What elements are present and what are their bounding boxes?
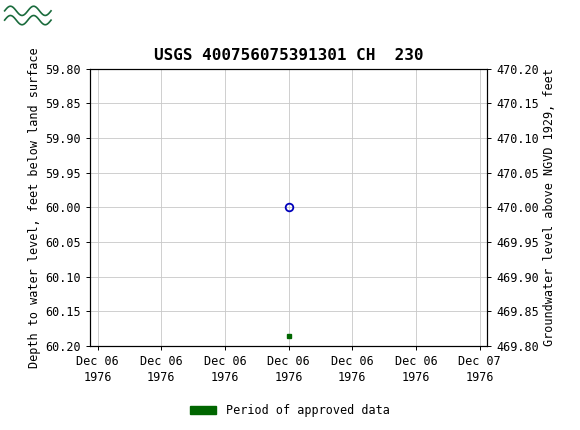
Y-axis label: Groundwater level above NGVD 1929, feet: Groundwater level above NGVD 1929, feet — [543, 68, 556, 347]
Text: USGS: USGS — [61, 6, 116, 25]
Title: USGS 400756075391301 CH  230: USGS 400756075391301 CH 230 — [154, 49, 423, 64]
Legend: Period of approved data: Period of approved data — [186, 399, 394, 422]
FancyBboxPatch shape — [3, 2, 55, 29]
Y-axis label: Depth to water level, feet below land surface: Depth to water level, feet below land su… — [28, 47, 41, 368]
